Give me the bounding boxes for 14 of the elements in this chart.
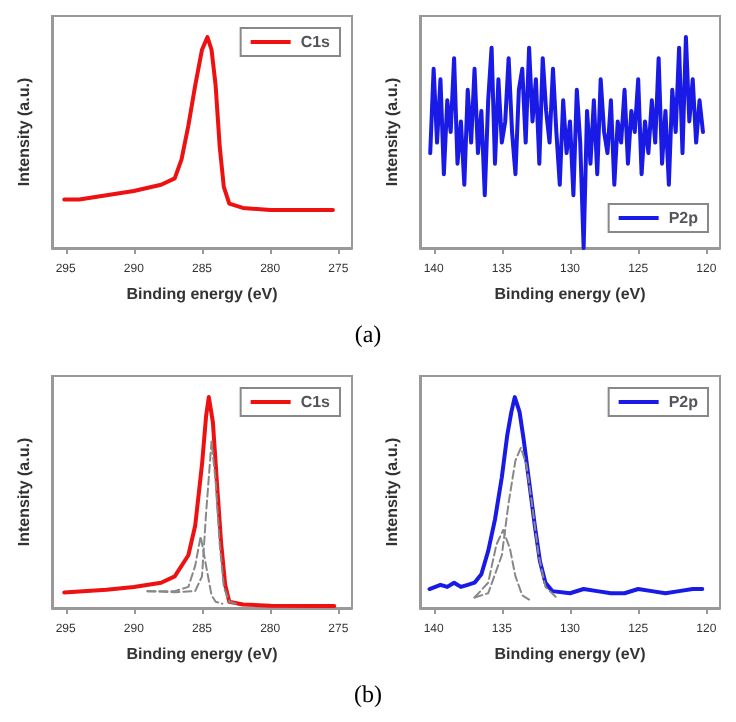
legend-label: C1s	[300, 393, 332, 411]
x-axis-title: Binding energy (eV)	[126, 284, 279, 303]
text: (b)	[352, 680, 384, 710]
text: (a)	[352, 320, 384, 350]
x-axis-title: Binding energy (eV)	[126, 644, 279, 663]
y-axis-title: Intensity (a.u.)	[383, 437, 401, 547]
x-axis-title: Binding energy (eV)	[494, 284, 647, 303]
y-axis-title: Intensity (a.u.)	[383, 77, 401, 187]
y-axis-title: Intensity (a.u.)	[15, 437, 33, 547]
x-axis-title: Binding energy (eV)	[494, 644, 647, 663]
legend-label: P2p	[668, 209, 699, 227]
y-axis-title: Intensity (a.u.)	[15, 77, 33, 187]
legend-label: P2p	[668, 393, 699, 411]
legend-label: C1s	[300, 33, 332, 51]
